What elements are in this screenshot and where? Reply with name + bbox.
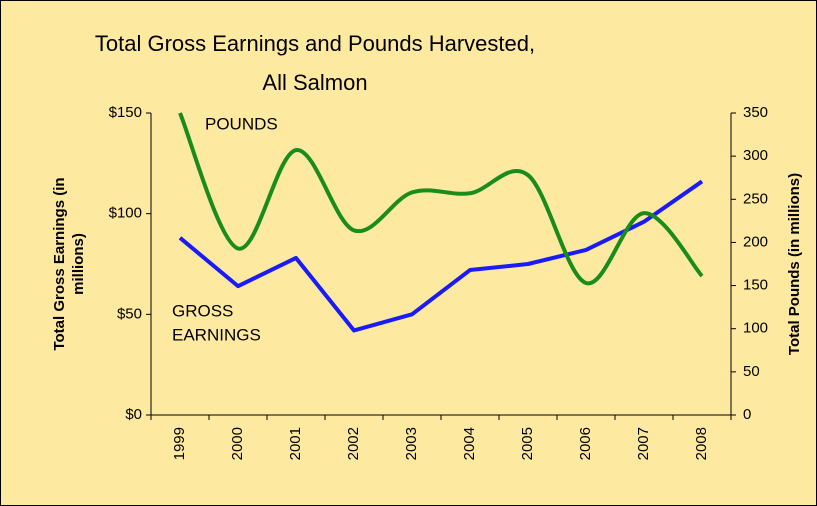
y2-tick-label: 200 bbox=[743, 233, 768, 250]
chart-title: All Salmon bbox=[262, 70, 367, 95]
y-tick-label: $150 bbox=[109, 104, 142, 121]
y2-tick-label: 50 bbox=[743, 363, 760, 380]
y2-tick-label: 300 bbox=[743, 147, 768, 164]
y2-tick-label: 350 bbox=[743, 104, 768, 121]
y-tick-label: $50 bbox=[117, 305, 142, 322]
series-line bbox=[178, 179, 704, 333]
series-line bbox=[178, 112, 704, 286]
annotation: GROSS bbox=[172, 301, 233, 320]
y2-tick-label: 0 bbox=[743, 406, 751, 423]
y-tick-label: $100 bbox=[109, 205, 142, 222]
x-tick-label: 2005 bbox=[519, 427, 536, 460]
x-tick-label: 2002 bbox=[345, 427, 362, 460]
annotation: EARNINGS bbox=[172, 325, 261, 344]
y-axis-label: millions) bbox=[70, 233, 87, 295]
x-tick-label: 2007 bbox=[635, 427, 652, 460]
x-tick-label: 2003 bbox=[403, 427, 420, 460]
x-tick-label: 2001 bbox=[287, 427, 304, 460]
y-tick-label: $0 bbox=[125, 406, 142, 423]
y-axis-label: Total Gross Earnings (in bbox=[51, 177, 68, 350]
y2-axis-label: Total Pounds (in millions) bbox=[786, 173, 803, 355]
chart-title: Total Gross Earnings and Pounds Harveste… bbox=[95, 31, 535, 56]
x-tick-label: 1999 bbox=[171, 427, 188, 460]
x-tick-label: 2000 bbox=[229, 427, 246, 460]
x-tick-label: 2004 bbox=[461, 427, 478, 460]
y2-tick-label: 100 bbox=[743, 320, 768, 337]
y2-tick-label: 250 bbox=[743, 190, 768, 207]
x-tick-label: 2008 bbox=[693, 427, 710, 460]
annotation: POUNDS bbox=[205, 114, 278, 133]
x-tick-label: 2006 bbox=[577, 427, 594, 460]
y2-tick-label: 150 bbox=[743, 277, 768, 294]
